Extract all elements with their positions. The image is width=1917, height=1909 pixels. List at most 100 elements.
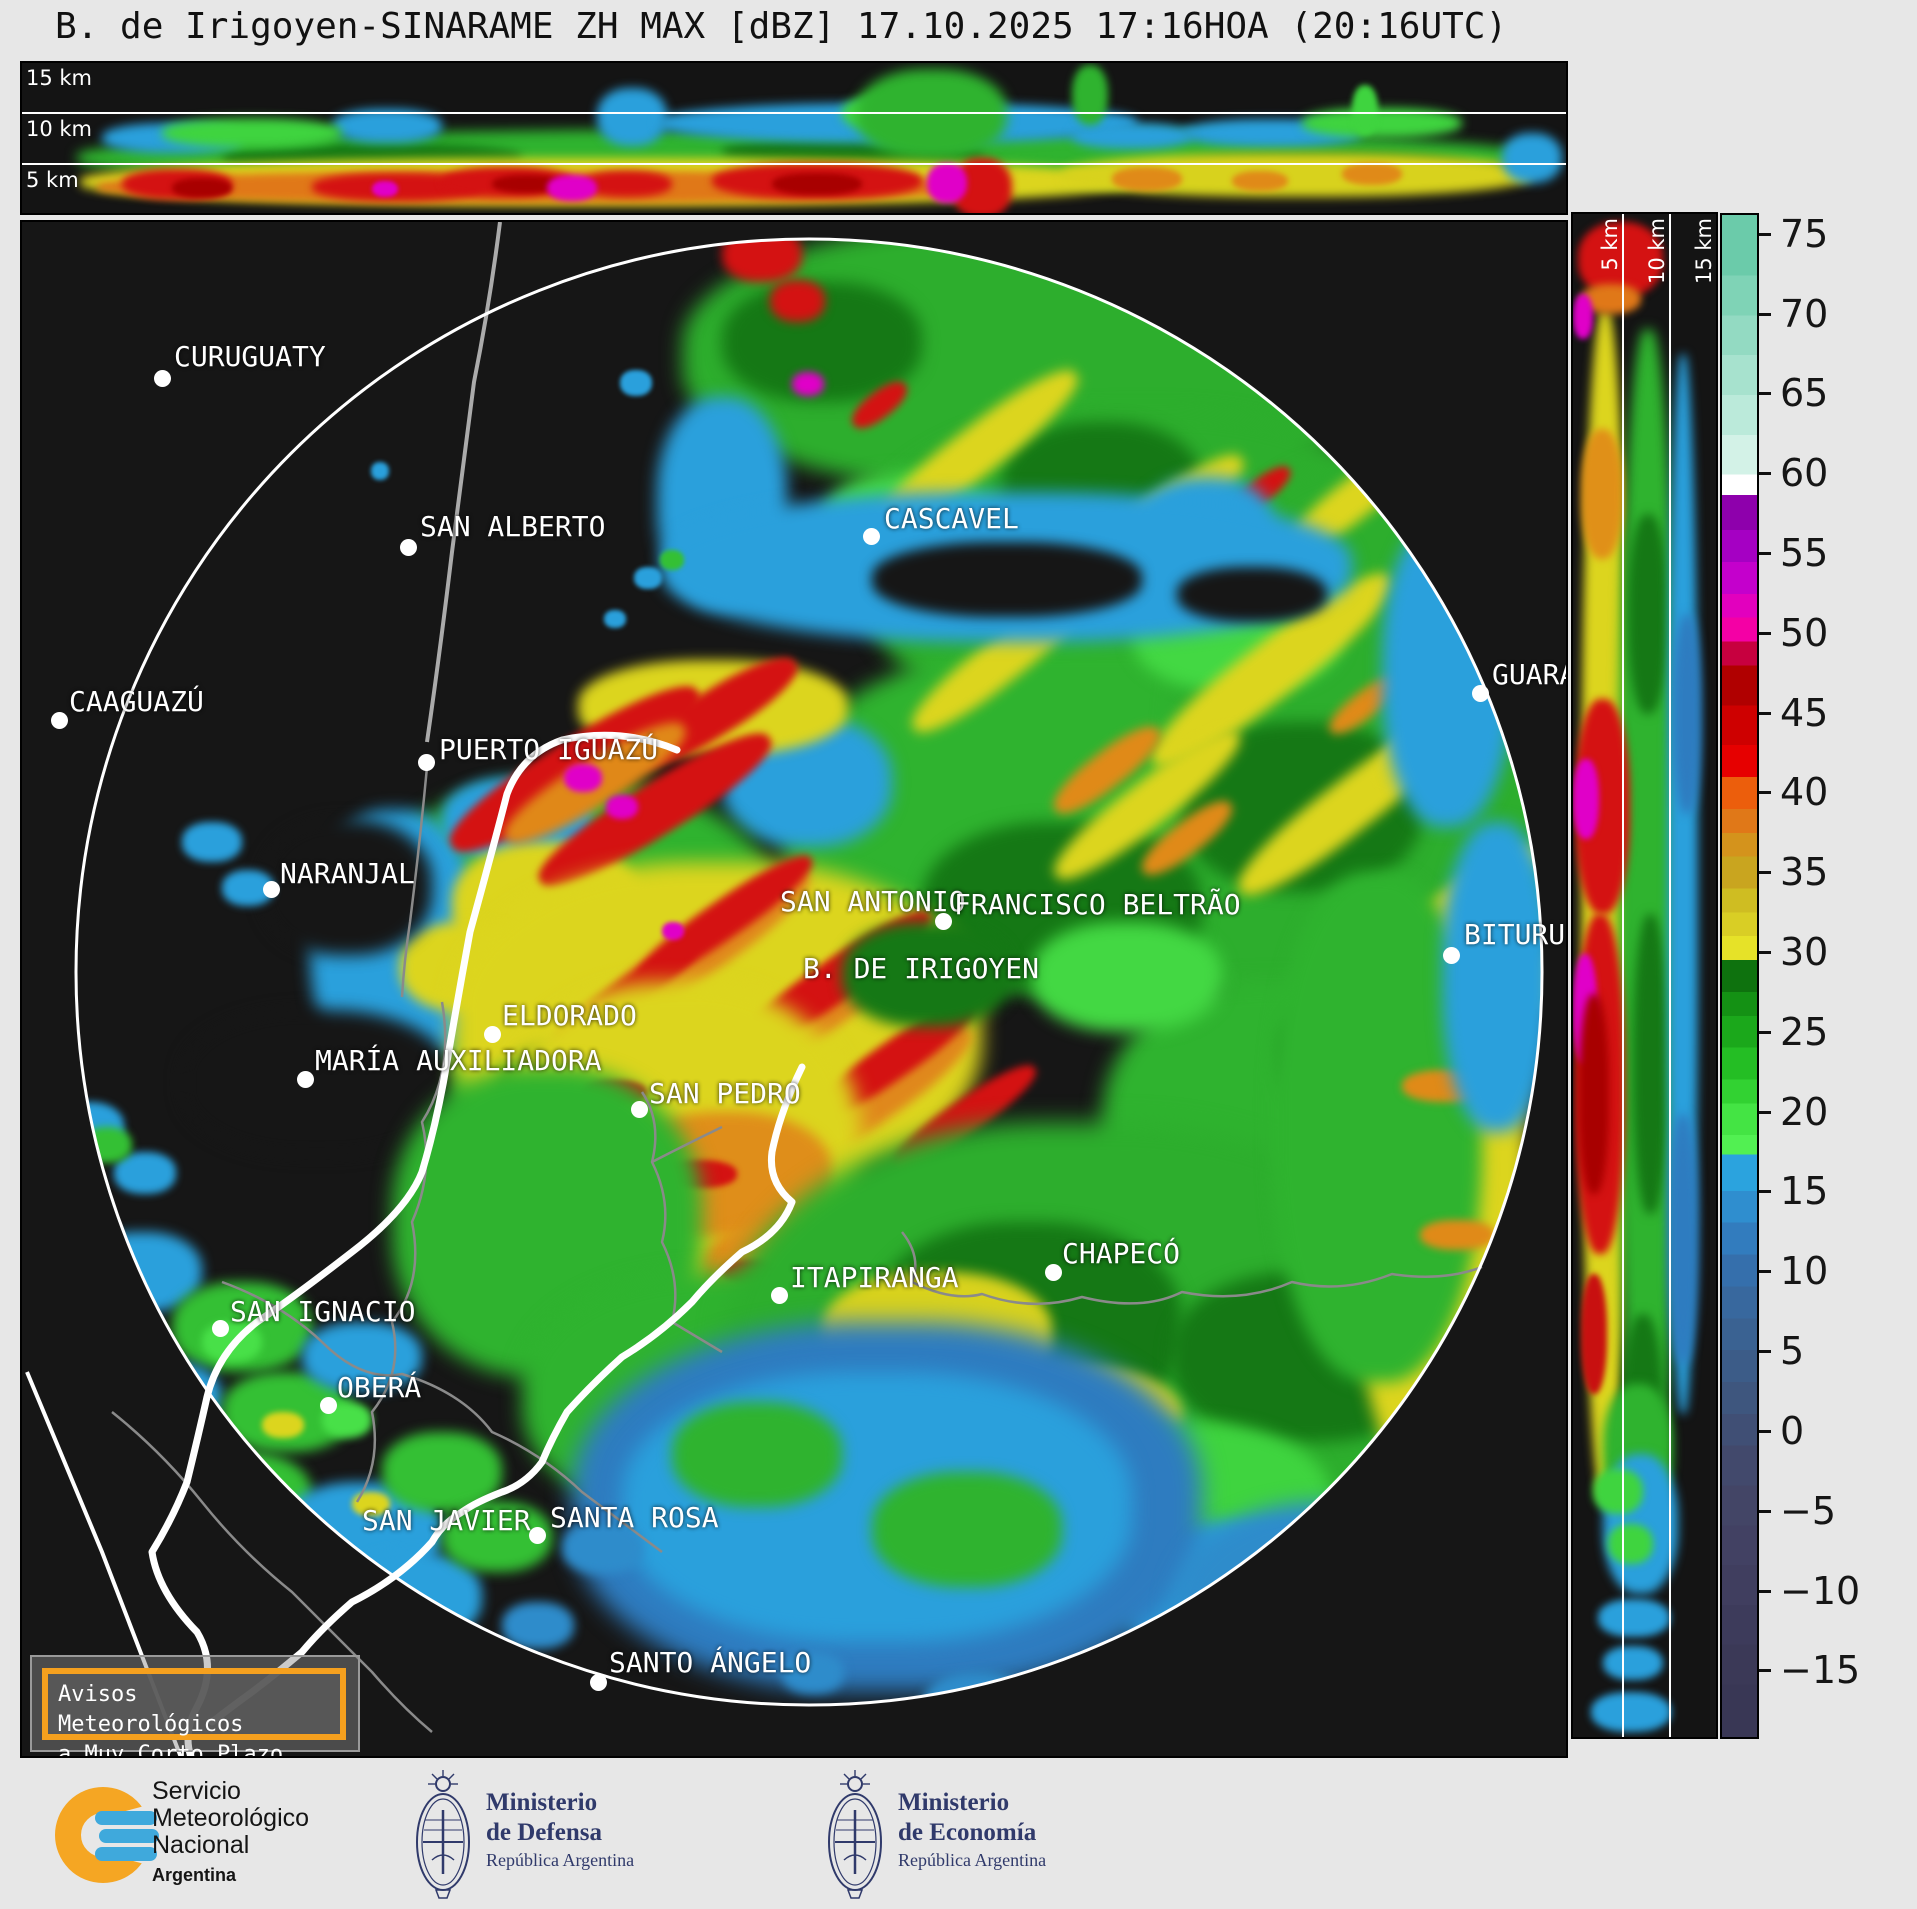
echo-blob — [1502, 133, 1562, 183]
smn-wordmark: Servicio Meteorológico Nacional Argentin… — [152, 1778, 309, 1889]
colorbar-tick-label: 25 — [1780, 1009, 1829, 1054]
city-label: FRANCISCO BELTRÃO — [954, 888, 1241, 921]
city-label: PUERTO IGUAZÚ — [439, 733, 659, 766]
echo-blob — [722, 239, 802, 282]
echo-blob — [582, 171, 672, 197]
colorbar-tick — [1759, 312, 1771, 316]
city-label: SAN ANTONIO — [780, 885, 966, 918]
colorbar-tick — [1759, 711, 1771, 715]
echo-blob — [182, 822, 242, 862]
warning-line-1: Avisos Meteorológicos — [58, 1682, 244, 1737]
colorbar-tick-label: 40 — [1780, 770, 1829, 815]
dbz-colorbar — [1720, 213, 1759, 1739]
echo-blob — [352, 1492, 390, 1516]
echo-blob — [1668, 1114, 1698, 1364]
city-label: BITURU — [1464, 918, 1566, 951]
echo-blob — [606, 795, 638, 819]
colorbar-tick-label: 0 — [1780, 1408, 1805, 1453]
city-label: SAN IGNACIO — [230, 1295, 416, 1328]
echo-blob — [1442, 822, 1542, 1132]
gridline-5km-vertical — [1622, 214, 1624, 1737]
axis-label-15km-v: 15 km — [1692, 218, 1716, 285]
city-label: B. DE IRIGOYEN — [803, 952, 1040, 985]
range-ring — [74, 237, 1544, 1707]
echo-blob — [857, 69, 1007, 159]
colorbar-tick-label: 55 — [1780, 530, 1829, 575]
smn-logo-icon — [55, 1787, 159, 1883]
echo-blob — [1032, 922, 1222, 1032]
city-label: SAN ALBERTO — [420, 510, 606, 543]
ministerio-economia-text: Ministerio de Economía República Argenti… — [898, 1788, 1046, 1871]
echo-blob — [1581, 429, 1623, 559]
gridline-10km-vertical — [1669, 214, 1671, 1737]
echo-blob — [1633, 914, 1668, 1214]
echo-blob — [872, 542, 1142, 617]
gridline-5km — [22, 163, 1566, 165]
city-dot — [529, 1527, 546, 1544]
footer: Servicio Meteorológico Nacional Argentin… — [0, 1758, 1917, 1909]
colorbar-tick — [1759, 1110, 1771, 1114]
city-label: ITAPIRANGA — [790, 1261, 959, 1294]
right-cross-section-echoes — [1573, 214, 1716, 1737]
city-dot — [1472, 685, 1489, 702]
colorbar-tick — [1759, 1589, 1771, 1593]
colorbar-tick — [1759, 392, 1771, 396]
echo-blob — [262, 1412, 304, 1438]
colorbar-tick-label: 30 — [1780, 930, 1829, 975]
colorbar-tick-label: 75 — [1780, 211, 1829, 256]
gridline-10km — [22, 112, 1566, 114]
top-cross-section-echoes — [22, 63, 1566, 213]
colorbar-tick-label: 15 — [1780, 1169, 1829, 1214]
city-label: CHAPECÓ — [1062, 1237, 1181, 1270]
echo-blob — [114, 1152, 176, 1194]
echo-blob — [372, 181, 398, 197]
economia-line-1: Ministerio — [898, 1789, 1010, 1816]
smn-line-4: Argentina — [152, 1865, 237, 1885]
echo-blob — [302, 1322, 422, 1392]
admin-borders — [111, 222, 1483, 1733]
echo-blob — [182, 1010, 452, 1155]
echo-blob — [597, 88, 667, 146]
city-label: CASCAVEL — [884, 502, 1019, 535]
colorbar-tick-label: −5 — [1780, 1488, 1837, 1533]
city-dot — [51, 712, 68, 729]
city-dot — [1443, 947, 1460, 964]
rivers — [148, 731, 806, 1756]
smn-line-1: Servicio — [152, 1777, 241, 1805]
geography-overlay — [25, 222, 1544, 1756]
city-label: MARÍA AUXILIADORA — [315, 1044, 602, 1077]
echo-blob — [1673, 614, 1701, 814]
colorbar-tick-label: 50 — [1780, 610, 1829, 655]
echo-blob — [332, 109, 442, 143]
colorbar-tick-label: 65 — [1780, 371, 1829, 416]
echo-blob — [172, 178, 232, 198]
colorbar-tick — [1759, 1270, 1771, 1274]
echo-blob — [872, 1472, 1062, 1587]
echo-blob — [1072, 123, 1192, 149]
echo-blob — [842, 922, 1012, 1027]
echo-blob — [1581, 1274, 1607, 1394]
echo-blob — [564, 764, 602, 792]
echo-blob — [1072, 65, 1108, 125]
city-dot — [484, 1026, 501, 1043]
colorbar-tick — [1759, 1669, 1771, 1673]
defensa-line-3: República Argentina — [486, 1850, 635, 1870]
echo-blob — [162, 118, 342, 148]
warning-box[interactable]: Avisos Meteorológicos a Muy Corto Plazo — [30, 1655, 360, 1756]
top-cross-section-panel: 15 km 10 km 5 km — [20, 61, 1568, 215]
warning-line-2: a Muy Corto Plazo — [58, 1742, 284, 1758]
colorbar-tick — [1759, 1350, 1771, 1354]
city-dot — [297, 1071, 314, 1088]
echo-blob — [1573, 294, 1593, 339]
smn-line-3: Nacional — [152, 1831, 250, 1859]
city-dot — [263, 881, 280, 898]
echo-blob — [1177, 567, 1327, 622]
echo-blob — [772, 173, 862, 195]
city-dot — [154, 370, 171, 387]
colorbar-tick — [1759, 232, 1771, 236]
colorbar-tick-label: 5 — [1780, 1329, 1805, 1374]
colorbar-tick — [1759, 871, 1771, 875]
city-label: CAAGUAZÚ — [69, 685, 204, 718]
colorbar-tick — [1759, 472, 1771, 476]
echo-blob — [1608, 1524, 1653, 1564]
